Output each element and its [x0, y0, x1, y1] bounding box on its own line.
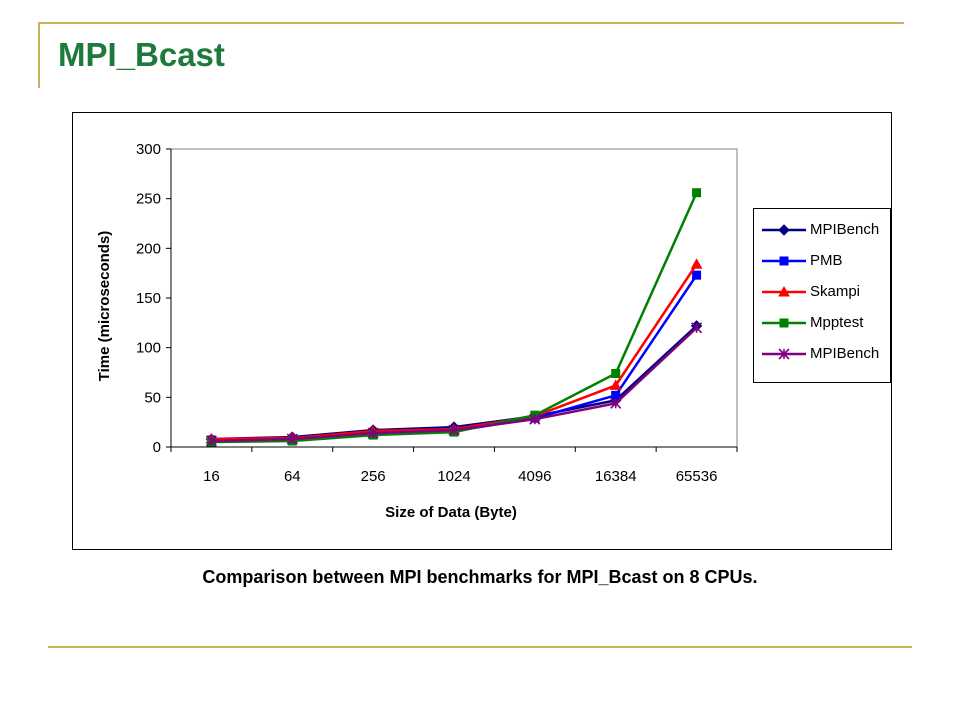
title-left-rule	[38, 22, 40, 88]
y-tick-label: 150	[136, 290, 161, 307]
data-point	[367, 427, 379, 439]
legend-item: MPIBench	[760, 344, 888, 364]
legend-item: Skampi	[760, 282, 888, 302]
data-point	[690, 258, 703, 269]
legend-swatch	[762, 318, 806, 328]
legend-swatch	[762, 285, 806, 297]
y-tick-label: 300	[136, 141, 161, 158]
figure-caption: Comparison between MPI benchmarks for MP…	[202, 567, 758, 587]
x-tick-label: 1024	[437, 468, 470, 485]
legend-item: MPIBench	[760, 220, 888, 240]
y-tick-label: 0	[153, 439, 161, 456]
data-point	[529, 413, 541, 425]
x-tick-label: 65536	[676, 468, 718, 485]
y-axis-label: Time (microseconds)	[96, 231, 113, 382]
legend-swatch	[762, 224, 806, 236]
y-tick-label: 250	[136, 191, 161, 208]
legend-swatch	[762, 348, 806, 360]
y-tick-label: 200	[136, 240, 161, 257]
legend-label: Skampi	[810, 283, 861, 300]
title-top-rule	[40, 22, 904, 24]
data-point	[692, 188, 702, 198]
legend-marker	[778, 224, 790, 236]
legend-marker	[778, 285, 790, 297]
legend-label: MPIBench	[810, 221, 880, 238]
x-tick-label: 64	[284, 468, 301, 485]
data-point	[611, 368, 621, 378]
y-tick-label: 100	[136, 340, 161, 357]
data-point	[205, 435, 217, 447]
data-point	[692, 270, 702, 280]
legend-swatch	[762, 256, 806, 266]
data-point	[610, 397, 622, 409]
y-tick-label: 50	[144, 389, 161, 406]
legend-label: PMB	[810, 252, 843, 269]
legend-label: Mpptest	[810, 314, 864, 331]
legend-label: MPIBench	[810, 345, 880, 362]
x-tick-label: 256	[361, 468, 386, 485]
chart-frame: 0 50 100 150 200 250 300 16 64 256 1024 4096 16384 65…	[72, 112, 892, 550]
legend-marker	[778, 348, 790, 360]
data-point	[286, 433, 298, 445]
data-point	[691, 322, 703, 334]
bottom-rule	[48, 646, 912, 648]
legend-item: Mpptest	[760, 313, 888, 333]
legend-marker	[779, 256, 789, 266]
x-axis-label: Size of Data (Byte)	[385, 504, 517, 521]
data-point	[611, 390, 621, 400]
series-5	[205, 322, 703, 447]
legend-marker	[779, 318, 789, 328]
legend-item: PMB	[760, 251, 888, 271]
plot-area	[170, 148, 738, 448]
data-point	[448, 424, 460, 436]
x-tick-label: 16384	[595, 468, 637, 485]
slide-title: MPI_Bcast	[58, 36, 225, 73]
chart-legend: MPIBench PMB Skampi Mpptest MPIBench	[753, 208, 891, 383]
x-tick-label: 16	[203, 468, 220, 485]
chart-svg: 0 50 100 150 200 250 300 16 64 256 1024 4096 16384 65…	[96, 141, 738, 521]
data-point	[609, 379, 622, 390]
x-tick-label: 4096	[518, 468, 551, 485]
